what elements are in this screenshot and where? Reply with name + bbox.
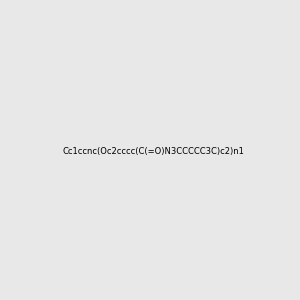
Text: Cc1ccnc(Oc2cccc(C(=O)N3CCCCC3C)c2)n1: Cc1ccnc(Oc2cccc(C(=O)N3CCCCC3C)c2)n1 bbox=[63, 147, 245, 156]
